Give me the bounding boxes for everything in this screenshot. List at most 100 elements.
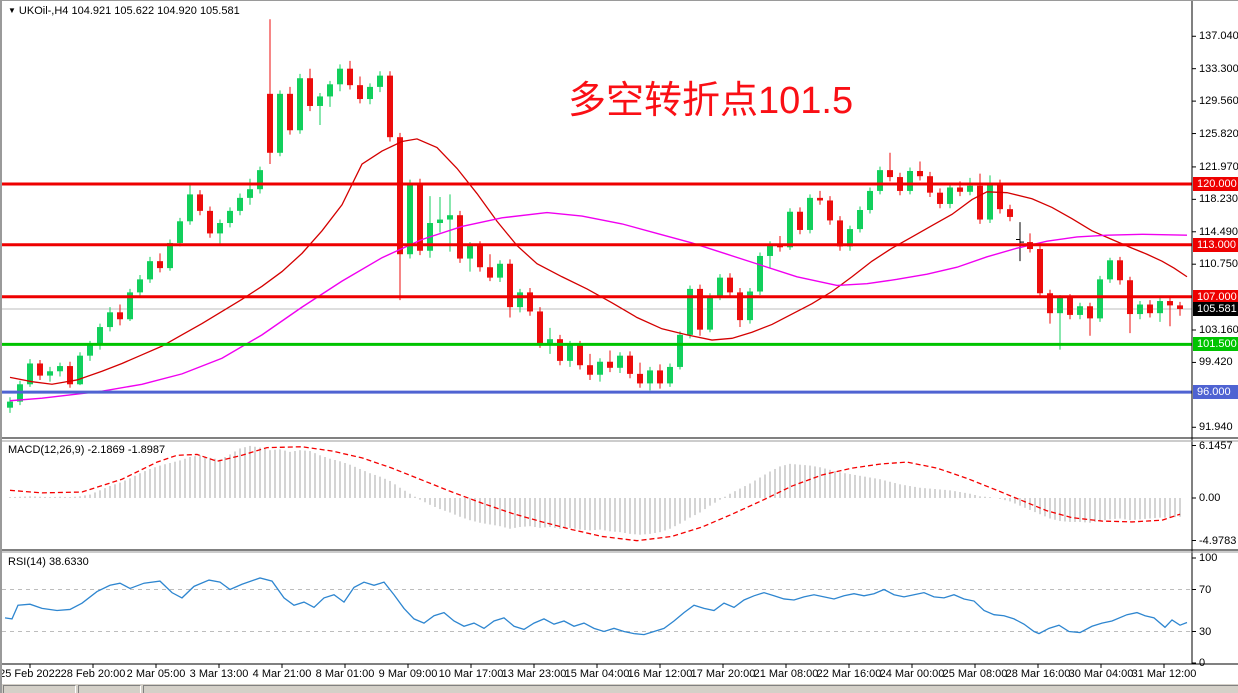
candle-body [97, 327, 103, 346]
symbol-dropdown-icon[interactable]: ▼ [8, 6, 16, 15]
time-tick-label: 25 Mar 08:00 [942, 668, 1008, 680]
candle-body [67, 366, 73, 385]
time-tick-label: 28 Mar 16:00 [1005, 668, 1071, 680]
candle-body [607, 361, 613, 368]
time-tick-label: 10 Mar 17:00 [438, 668, 504, 680]
candle-body [557, 339, 563, 361]
time-tick-label: 4 Mar 21:00 [252, 668, 312, 680]
price-tick-label: 103.160 [1199, 324, 1238, 336]
candle-body [747, 291, 753, 321]
time-tick-label: 15 Mar 04:00 [564, 668, 630, 680]
candle-body [447, 215, 453, 220]
candle-body [207, 210, 213, 234]
symbol-title: ▼ UKOil-,H4 104.921 105.622 104.920 105.5… [8, 5, 240, 17]
candle-body [817, 197, 823, 201]
candle-body [27, 363, 33, 385]
candle-body [397, 137, 403, 255]
price-tick-label: 91.940 [1199, 421, 1233, 434]
candle-body [337, 68, 343, 85]
candle-body [1167, 301, 1173, 306]
rsi-tick-label: 30 [1199, 625, 1212, 638]
candle-body [267, 93, 273, 153]
candle-body [717, 277, 723, 297]
candle-body [697, 288, 703, 330]
candle-body [307, 78, 313, 106]
candle-body [1007, 209, 1013, 217]
candle-body [507, 263, 513, 308]
candle-body [907, 170, 913, 191]
price-tick-label: 99.420 [1199, 356, 1233, 369]
candle-body [727, 277, 733, 293]
candle-body [987, 184, 993, 220]
time-tick-label: 13 Mar 23:00 [501, 668, 567, 680]
candle-body [367, 86, 373, 100]
candle-body [257, 170, 263, 190]
rsi-line [4, 577, 1188, 636]
candle-body [757, 255, 763, 292]
candle-body [547, 339, 553, 344]
macd-tick-label: 6.1457 [1199, 439, 1233, 452]
price-tick-label: 129.560 [1199, 95, 1238, 108]
price-tick-label: 137.040 [1199, 30, 1238, 43]
ma-slow-line [9, 211, 1188, 402]
time-tick-label: 31 Mar 12:00 [1131, 668, 1197, 680]
candle-body [377, 75, 383, 87]
candle-body [1177, 305, 1183, 310]
candle-body [587, 365, 593, 375]
candle-body [167, 242, 173, 269]
candle-body [57, 366, 63, 372]
candle-body [1157, 301, 1163, 314]
candle-body [177, 221, 183, 243]
candle-body [537, 311, 543, 344]
price-tick-label: 118.230 [1199, 193, 1238, 206]
candle-body [787, 211, 793, 248]
candle-body [837, 220, 843, 247]
candle-body [387, 75, 393, 138]
time-tick-label: 16 Mar 12:00 [627, 668, 693, 680]
candle-body [737, 292, 743, 321]
candle-body [977, 185, 983, 220]
candle-body [997, 184, 1003, 210]
candle-body [297, 78, 303, 131]
candle-body [527, 292, 533, 312]
candle-body [227, 210, 233, 224]
candle-body [567, 345, 573, 361]
rsi-label: RSI(14) 38.6330 [8, 556, 89, 568]
price-level-badge: 107.000 [1193, 289, 1238, 304]
candle-body [147, 261, 153, 280]
candle-body [637, 373, 643, 384]
candle-body [247, 189, 253, 198]
rsi-tick-label: 0 [1199, 657, 1206, 669]
candle-body [487, 267, 493, 278]
candle-body [1117, 260, 1123, 281]
candle-body [647, 370, 653, 384]
candle-body [277, 93, 283, 153]
candle-body [917, 170, 923, 177]
candle-body [327, 84, 333, 97]
candle-body [767, 244, 773, 256]
candle-body [127, 292, 133, 320]
time-tick-label: 3 Mar 13:00 [189, 668, 249, 680]
time-tick-label: 30 Mar 04:00 [1068, 668, 1134, 680]
candle-body [1077, 306, 1083, 315]
candle-body [677, 334, 683, 367]
chart-annotation-text[interactable]: 多空转折点101.5 [568, 80, 854, 122]
candle-body [347, 68, 353, 86]
candle-body [37, 363, 43, 376]
time-tick-label: 8 Mar 01:00 [315, 668, 375, 680]
candle-body [617, 355, 623, 368]
candle-body [467, 245, 473, 259]
time-tick-label: 2 Mar 05:00 [126, 668, 186, 680]
candle-body [797, 211, 803, 230]
candle-body [287, 93, 293, 131]
current-price-badge: 105.581 [1193, 302, 1238, 316]
price-tick-label: 133.300 [1199, 62, 1238, 75]
candle-body [7, 401, 13, 408]
candle-body [77, 355, 83, 385]
candle-body [1067, 297, 1073, 315]
candle-body [497, 263, 503, 278]
candle-body [47, 371, 53, 376]
candle-body [407, 183, 413, 255]
